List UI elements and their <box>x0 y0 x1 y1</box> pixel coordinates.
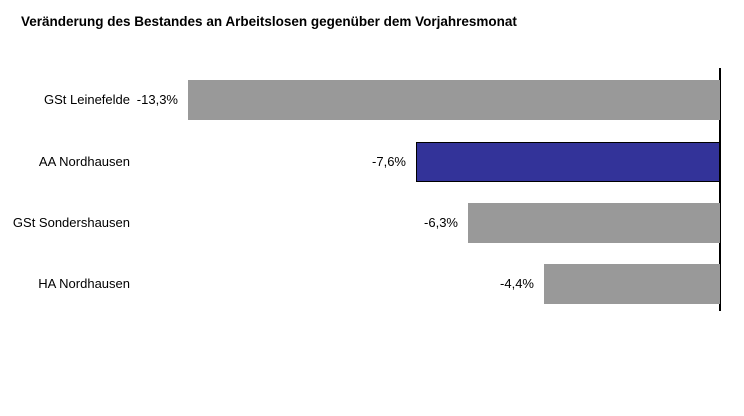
value-label: -13,3% <box>136 92 178 107</box>
category-label: HA Nordhausen <box>38 276 130 291</box>
category-label: GSt Sondershausen <box>12 215 130 230</box>
bar <box>188 80 720 120</box>
zero-axis-line <box>719 68 721 311</box>
category-label: AA Nordhausen <box>38 154 130 169</box>
value-label: -7,6% <box>372 154 406 169</box>
value-label: -6,3% <box>424 215 458 230</box>
chart-title: Veränderung des Bestandes an Arbeitslose… <box>21 14 517 29</box>
bar <box>544 264 720 304</box>
bar <box>468 203 720 243</box>
bar-highlighted <box>416 142 720 182</box>
category-label: GSt Leinefelde <box>43 92 130 107</box>
value-label: -4,4% <box>500 276 534 291</box>
